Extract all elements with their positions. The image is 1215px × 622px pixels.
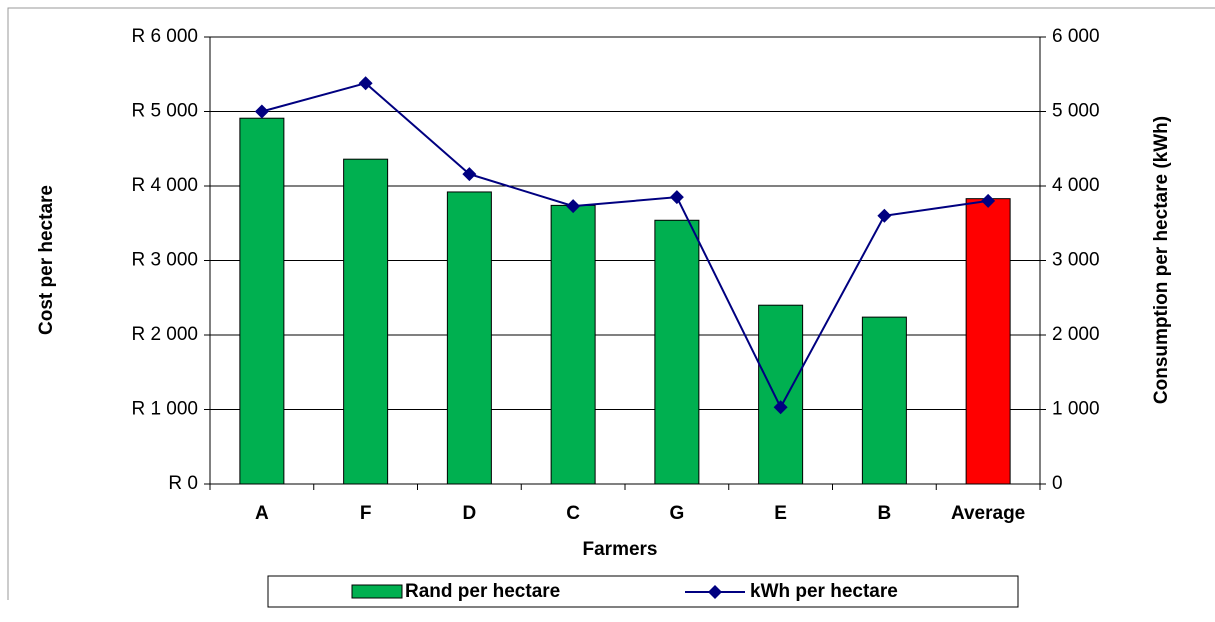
y2-tick-label: 0 bbox=[1052, 473, 1063, 494]
bar bbox=[446, 191, 492, 485]
legend-swatch bbox=[351, 584, 403, 599]
x-tick-label: Average bbox=[951, 503, 1025, 524]
x-tick-label: G bbox=[669, 503, 684, 524]
marker bbox=[566, 199, 581, 214]
x-tick-label: B bbox=[878, 503, 892, 524]
y-tick-label: R 0 bbox=[168, 473, 198, 494]
y-tick-label: R 2 000 bbox=[131, 324, 198, 345]
y-axis-label: Cost per hectare bbox=[36, 185, 57, 335]
y2-tick-label: 1 000 bbox=[1052, 399, 1100, 420]
y2-tick-label: 4 000 bbox=[1052, 175, 1100, 196]
bar bbox=[550, 204, 596, 485]
bar bbox=[965, 198, 1011, 485]
bar bbox=[861, 316, 907, 485]
bar bbox=[239, 117, 285, 485]
marker bbox=[877, 208, 892, 223]
marker bbox=[358, 76, 373, 91]
x-tick-label: F bbox=[360, 503, 372, 524]
line bbox=[261, 82, 989, 410]
legend-label: kWh per hectare bbox=[750, 581, 898, 602]
marker bbox=[254, 104, 269, 119]
marker bbox=[773, 400, 788, 415]
y2-tick-label: 5 000 bbox=[1052, 101, 1100, 122]
y-tick-label: R 6 000 bbox=[131, 26, 198, 47]
x-axis-label: Farmers bbox=[583, 539, 658, 560]
y-tick-label: R 5 000 bbox=[131, 101, 198, 122]
legend-label: Rand per hectare bbox=[405, 581, 560, 602]
y-tick-label: R 1 000 bbox=[131, 399, 198, 420]
y2-axis-label: Consumption per hectare (kWh) bbox=[1151, 116, 1172, 404]
x-tick-label: D bbox=[463, 503, 477, 524]
marker bbox=[669, 190, 684, 205]
bar bbox=[758, 304, 804, 485]
marker bbox=[981, 193, 996, 208]
x-tick-label: C bbox=[566, 503, 580, 524]
y2-tick-label: 6 000 bbox=[1052, 26, 1100, 47]
bar bbox=[654, 219, 700, 485]
y2-tick-label: 3 000 bbox=[1052, 250, 1100, 271]
bar bbox=[343, 158, 389, 485]
x-tick-label: A bbox=[255, 503, 269, 524]
frame bbox=[7, 7, 1215, 600]
x-tick-label: E bbox=[774, 503, 787, 524]
y-tick-label: R 4 000 bbox=[131, 175, 198, 196]
y2-tick-label: 2 000 bbox=[1052, 324, 1100, 345]
legend-marker bbox=[708, 585, 722, 599]
y-tick-label: R 3 000 bbox=[131, 250, 198, 271]
marker bbox=[462, 167, 477, 182]
